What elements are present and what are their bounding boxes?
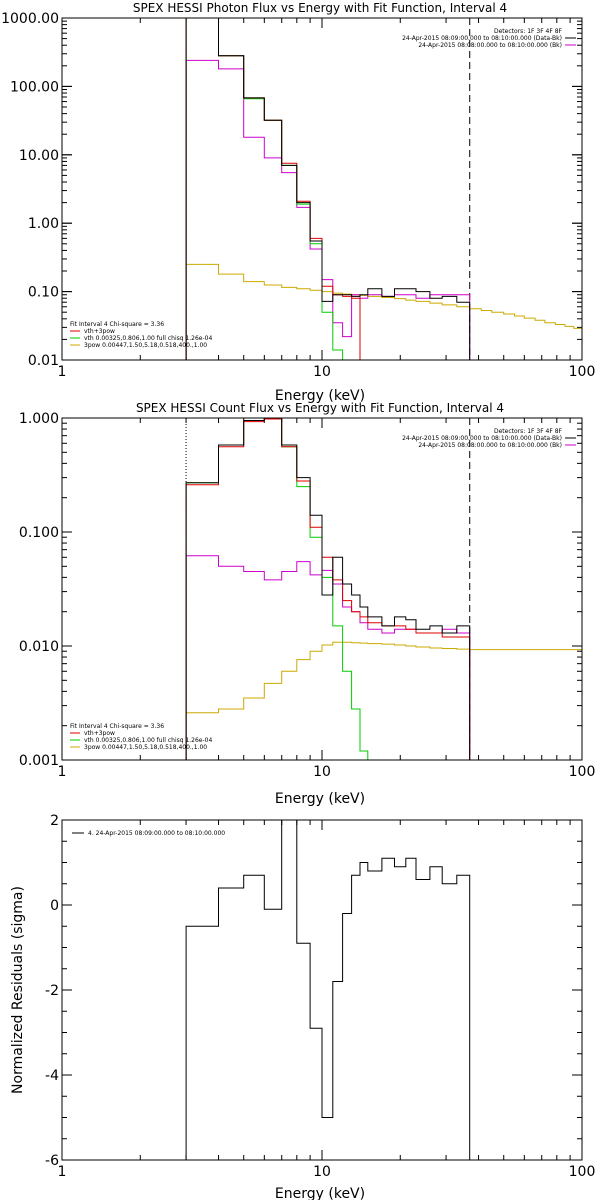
photon-plot-content: 1 10 100 0.01 0.10 1.00 10.00 100.00 1000.00 Dete… [1, 11, 595, 380]
legend-entry: vth 0.00325,0.806,1.00 full chisq 1.26e-… [84, 737, 212, 744]
x-tick-label: 1 [58, 364, 67, 380]
x-tick-label: 10 [313, 1164, 331, 1180]
x-tick-label: 1 [58, 1164, 67, 1180]
count-x-axis-label: Energy (keV) [275, 791, 365, 807]
photon-panel-title: SPEX HESSI Photon Flux vs Energy with Fi… [133, 1, 507, 15]
residuals-x-axis-label: Energy (keV) [275, 1186, 365, 1200]
y-tick-label: 1.000 [19, 411, 59, 427]
legend-entry: Fit Interval 4 Chi-square = 3.36 [70, 723, 164, 730]
photon-flux-panel: SPEX HESSI Photon Flux vs Energy with Fi… [1, 1, 595, 404]
y-tick-label: 0.100 [19, 525, 59, 541]
x-tick-label: 10 [313, 364, 331, 380]
count-panel-title: SPEX HESSI Count Flux vs Energy with Fit… [136, 401, 504, 415]
y-tick-label: -4 [45, 1068, 59, 1084]
legend-entry: 24-Apr-2015 08:09:00.000 to 08:10:00.000… [402, 35, 562, 42]
y-tick-label: -2 [45, 983, 59, 999]
y-tick-label: 100.00 [10, 79, 59, 95]
series-3pow [185, 263, 582, 360]
legend-entry: Detectors: 1F 3F 4F 8F [494, 428, 563, 435]
legend-entry: Fit Interval 4 Chi-square = 3.36 [70, 321, 164, 328]
series-4-24-apr-2015-08-09-00-000-to-08-10-00-000 [185, 819, 471, 1160]
residuals-plot-frame [61, 819, 583, 1161]
count-plot-frame [61, 417, 583, 761]
x-tick-label: 100 [569, 764, 596, 780]
series-data-bk [185, 17, 471, 360]
y-tick-label: 0.01 [28, 353, 59, 369]
residuals-panel: Energy (keV) Normalized Residuals (sigma… [10, 813, 595, 1200]
y-tick-label: 1000.00 [1, 11, 59, 27]
legend-entry: 24-Apr-2015 08:08:00.000 to 08:10:00.000… [418, 442, 562, 449]
legend-entry: vth+3pow [84, 730, 115, 737]
y-tick-label: 1.00 [28, 216, 59, 232]
y-tick-label: 10.00 [19, 148, 59, 164]
y-tick-label: 0 [50, 898, 59, 914]
y-tick-label: 2 [50, 813, 59, 829]
y-tick-label: -6 [45, 1153, 59, 1169]
y-tick-label: 0.010 [19, 639, 59, 655]
legend-entry: 24-Apr-2015 08:09:00.000 to 08:10:00.000… [402, 435, 562, 442]
series-bk [185, 59, 471, 360]
x-tick-label: 100 [569, 364, 596, 380]
legend-entry: Detectors: 1F 3F 4F 8F [494, 28, 563, 35]
legend-entry: vth 0.00325,0.806,1.00 full chisq 1.26e-… [84, 335, 212, 342]
y-tick-label: 0.10 [28, 285, 59, 301]
legend-entry: 3pow 0.00447,1.50,5.18,0.518,400.,1.00 [84, 744, 207, 751]
legend-entry: vth+3pow [84, 328, 115, 335]
legend-entry: 24-Apr-2015 08:08:00.000 to 08:10:00.000… [418, 42, 562, 49]
legend-entry: 4. 24-Apr-2015 08:09:00.000 to 08:10:00.… [88, 830, 225, 837]
x-tick-label: 100 [569, 1164, 596, 1180]
count-flux-panel: SPEX HESSI Count Flux vs Energy with Fit… [19, 401, 595, 807]
x-tick-label: 10 [313, 764, 331, 780]
x-tick-label: 1 [58, 764, 67, 780]
residuals-y-axis-label: Normalized Residuals (sigma) [10, 886, 26, 1094]
legend-entry: 3pow 0.00447,1.50,5.18,0.518,400.,1.00 [84, 342, 207, 349]
y-tick-label: 0.001 [19, 753, 59, 769]
photon-x-axis-label: Energy (keV) [275, 388, 365, 404]
photon-plot-frame [61, 17, 583, 361]
count-plot-content: 1 10 100 0.001 0.010 0.100 1.000 Detectors: 1F … [19, 411, 595, 780]
